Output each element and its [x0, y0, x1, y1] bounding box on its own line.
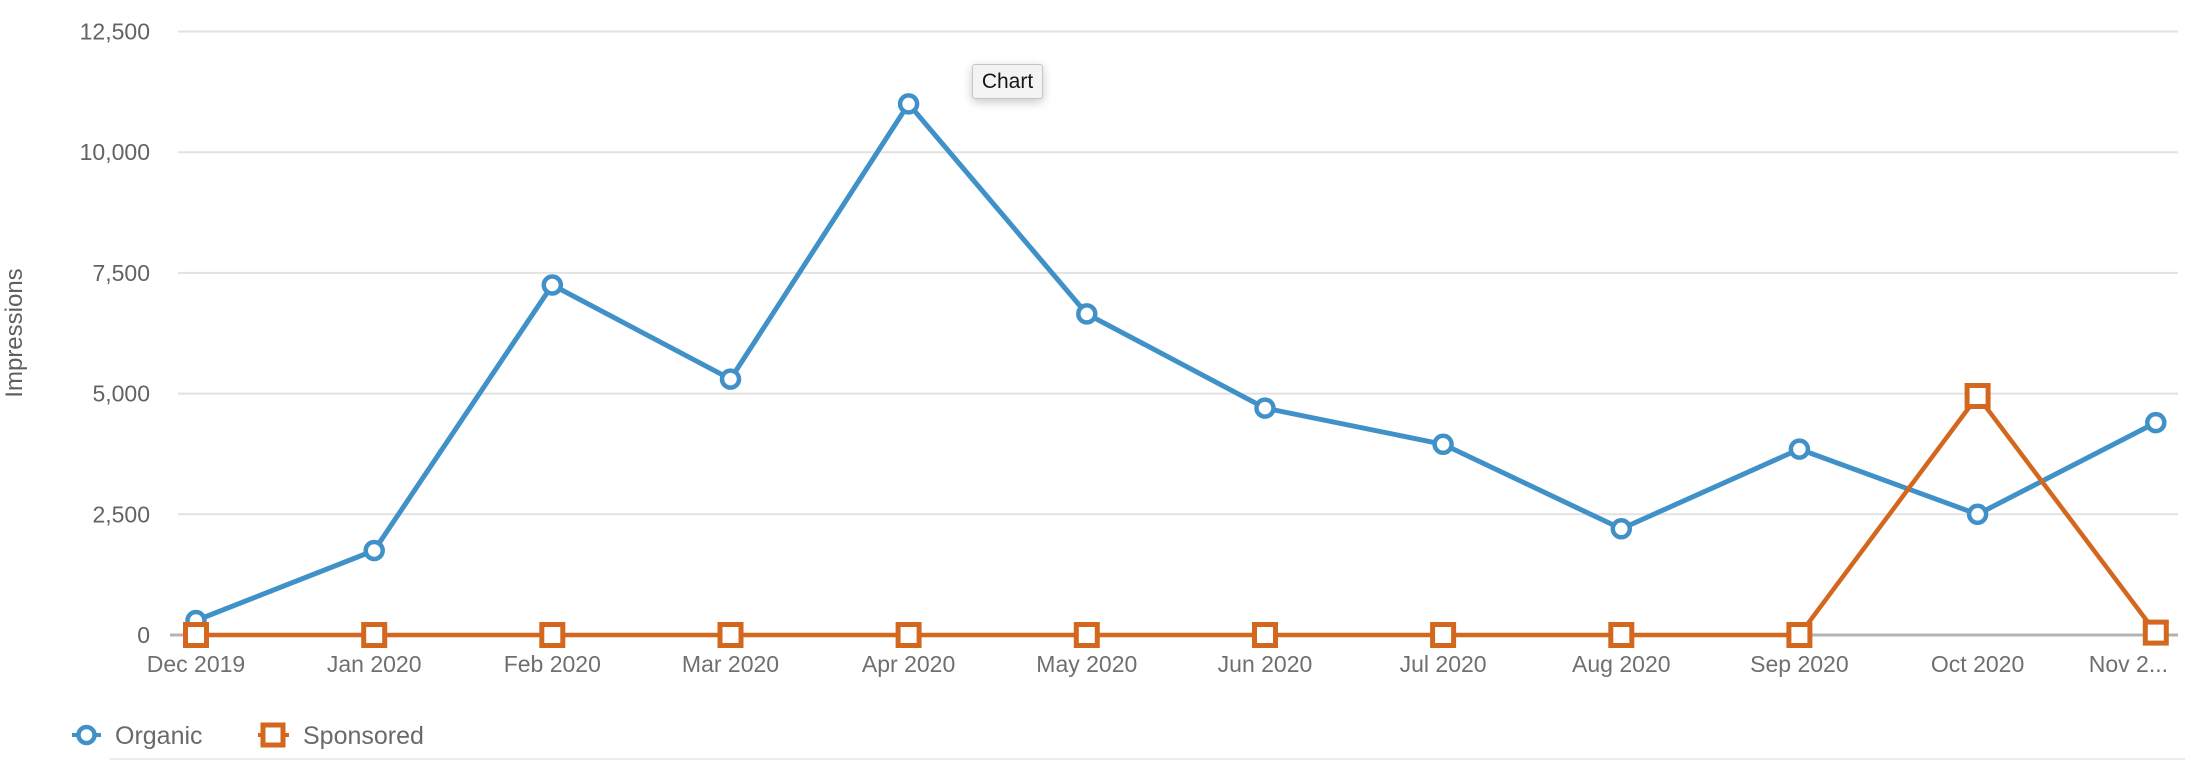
sponsored-point[interactable]	[2142, 619, 2169, 646]
x-tick-label: Jan 2020	[327, 651, 422, 677]
organic-point[interactable]	[1432, 433, 1454, 456]
legend-item-label: Sponsored	[303, 722, 424, 750]
organic-point[interactable]	[897, 93, 920, 115]
sponsored-point[interactable]	[1073, 622, 1100, 648]
organic-point[interactable]	[1076, 303, 1098, 325]
organic-point[interactable]	[1788, 438, 1811, 460]
x-tick-label: Jul 2020	[1400, 651, 1487, 677]
sponsored-point[interactable]	[1252, 622, 1278, 648]
organic-point[interactable]	[1966, 503, 1989, 526]
y-tick-label: 7,500	[92, 260, 150, 286]
x-tick-label: Jun 2020	[1218, 651, 1313, 677]
x-tick-label: May 2020	[1036, 651, 1137, 677]
x-tick-label: Oct 2020	[1931, 651, 2024, 677]
sponsored-line	[193, 393, 2159, 638]
organic-point[interactable]	[1254, 397, 1276, 419]
organic-point[interactable]	[2145, 411, 2167, 434]
circle-marker-icon	[76, 724, 97, 746]
y-axis-title: Impressions	[1, 268, 28, 397]
x-tick-label: Aug 2020	[1572, 651, 1670, 677]
organic-point[interactable]	[541, 274, 564, 296]
legend-item-sponsored[interactable]: Sponsored	[258, 722, 424, 750]
x-tick-label: Dec 2019	[147, 651, 245, 677]
organic-point[interactable]	[363, 539, 385, 562]
y-tick-label: 12,500	[80, 19, 150, 45]
x-tick-label: Mar 2020	[682, 651, 779, 677]
y-tick-label: 5,000	[92, 381, 150, 407]
sponsored-point[interactable]	[361, 622, 388, 648]
sponsored-point[interactable]	[1430, 622, 1457, 648]
sponsored-point[interactable]	[183, 622, 209, 648]
organic-point[interactable]	[1610, 518, 1633, 540]
organic-point[interactable]	[719, 368, 742, 390]
legend-item-organic[interactable]: Organic	[72, 722, 203, 750]
organic-line	[193, 101, 2159, 623]
chart-tooltip-label: Chart	[981, 70, 1034, 93]
legend-item-label: Organic	[115, 722, 203, 750]
bottom-divider	[110, 758, 2185, 760]
y-tick-label: 0	[137, 622, 150, 648]
square-marker-icon	[260, 722, 286, 748]
sponsored-point[interactable]	[1608, 622, 1635, 648]
sponsored-point[interactable]	[1964, 383, 1991, 409]
sponsored-point[interactable]	[717, 622, 744, 648]
y-tick-label: 2,500	[92, 501, 150, 527]
sponsored-point[interactable]	[895, 622, 922, 648]
sponsored-point[interactable]	[539, 622, 566, 648]
x-tick-label: Apr 2020	[862, 651, 955, 677]
y-tick-label: 10,000	[80, 139, 150, 165]
x-tick-label: Nov 2...	[2089, 651, 2168, 677]
x-tick-label: Feb 2020	[504, 651, 601, 677]
sponsored-point[interactable]	[1786, 622, 1813, 648]
x-tick-label: Sep 2020	[1750, 651, 1848, 677]
chart-tooltip: Chart	[972, 64, 1043, 99]
